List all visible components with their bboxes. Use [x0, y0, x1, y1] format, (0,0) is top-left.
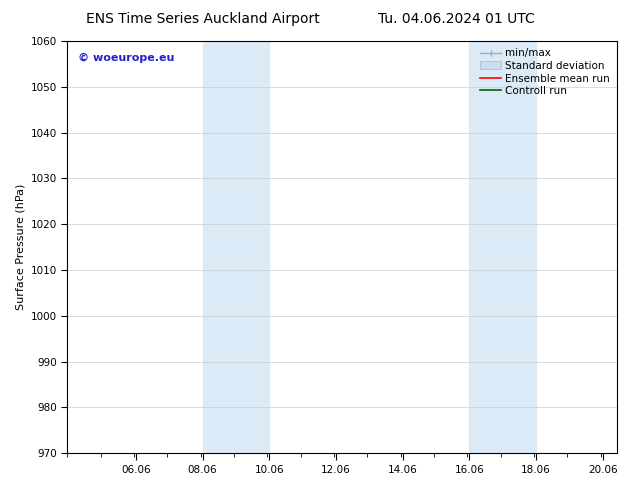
Text: © woeurope.eu: © woeurope.eu [78, 53, 174, 64]
Text: ENS Time Series Auckland Airport: ENS Time Series Auckland Airport [86, 12, 320, 26]
Bar [203, 41, 269, 453]
Bar [469, 41, 536, 453]
Y-axis label: Surface Pressure (hPa): Surface Pressure (hPa) [15, 184, 25, 310]
Text: Tu. 04.06.2024 01 UTC: Tu. 04.06.2024 01 UTC [378, 12, 535, 26]
Legend: min/max, Standard deviation, Ensemble mean run, Controll run: min/max, Standard deviation, Ensemble me… [478, 46, 612, 98]
